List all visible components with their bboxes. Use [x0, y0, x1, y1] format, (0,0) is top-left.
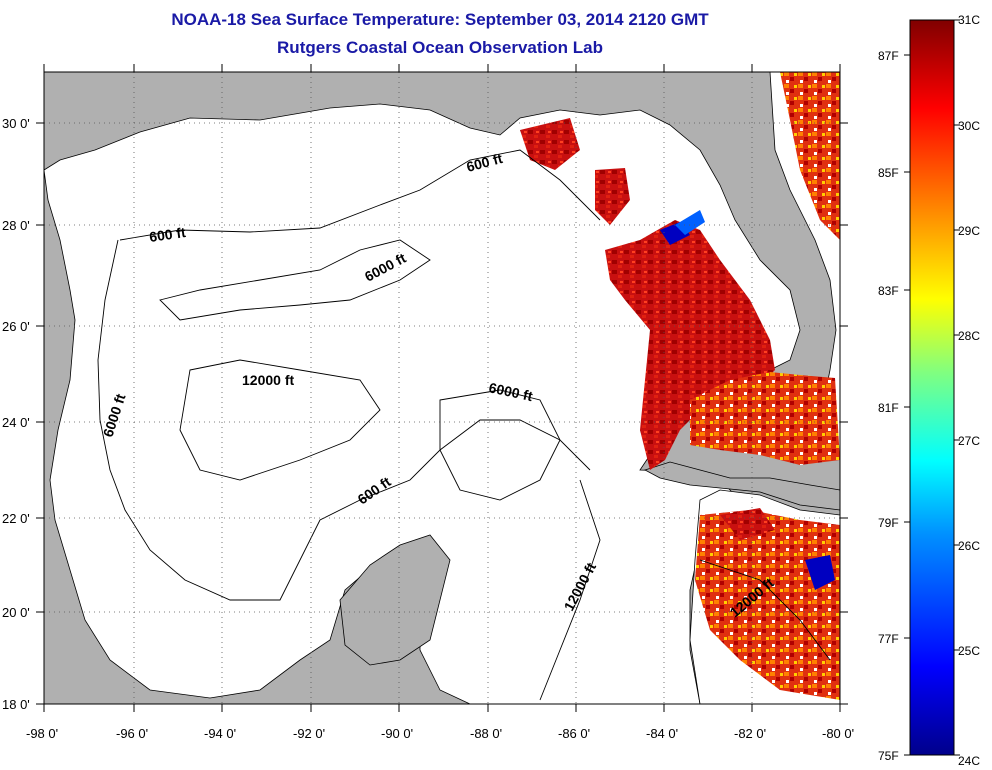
axis-ticks [36, 64, 848, 712]
graticule [44, 72, 840, 704]
colorbar-fahrenheit-label: 85F [878, 166, 899, 180]
contour-label: 600 ft [148, 224, 187, 245]
yucatan-land [339, 534, 451, 666]
longitude-labels: -98 0' -96 0' -94 0' -92 0' -90 0' -88 0… [26, 726, 854, 741]
lon-label: -84 0' [646, 726, 678, 741]
lon-label: -94 0' [204, 726, 236, 741]
contour-label: 12000 ft [242, 372, 294, 388]
colorbar-celsius-label: 31C [958, 13, 980, 27]
colorbar-celsius-label: 24C [958, 754, 980, 768]
cuba-land [643, 461, 840, 511]
colorbar: 31C 30C 29C 28C 27C 26C 25C 24C 87F 85F … [878, 13, 980, 768]
map-frame [43, 71, 841, 705]
lon-label: -86 0' [558, 726, 590, 741]
map-panel: 600 ft 600 ft 6000 ft 6000 ft 12000 ft 6… [44, 72, 840, 704]
lat-label: 28 0' [2, 218, 30, 233]
lon-label: -96 0' [116, 726, 148, 741]
colorbar-celsius-label: 27C [958, 434, 980, 448]
lat-label: 20 0' [2, 605, 30, 620]
sst-data [520, 72, 840, 700]
lon-label: -82 0' [734, 726, 766, 741]
colorbar-gradient [909, 19, 955, 756]
colorbar-fahrenheit-label: 77F [878, 632, 899, 646]
colorbar-celsius-label: 29C [958, 224, 980, 238]
colorbar-fahrenheit-label: 87F [878, 49, 899, 63]
bathymetry-contours [97, 149, 831, 701]
lon-label: -92 0' [293, 726, 325, 741]
colorbar-fahrenheit-label: 75F [878, 749, 899, 763]
map-subtitle: Rutgers Coastal Ocean Observation Lab [277, 38, 603, 57]
colorbar-celsius-label: 28C [958, 329, 980, 343]
colorbar-fahrenheit-label: 83F [878, 284, 899, 298]
latitude-labels: 18 0' 20 0' 22 0' 24 0' 26 0' 28 0' 30 0… [2, 116, 30, 712]
map-title: NOAA-18 Sea Surface Temperature: Septemb… [171, 10, 709, 29]
lon-label: -88 0' [470, 726, 502, 741]
lat-label: 24 0' [2, 415, 30, 430]
colorbar-celsius-label: 26C [958, 539, 980, 553]
lon-label: -80 0' [822, 726, 854, 741]
lat-label: 22 0' [2, 511, 30, 526]
lon-label: -90 0' [381, 726, 413, 741]
colorbar-celsius-label: 25C [958, 644, 980, 658]
lon-label: -98 0' [26, 726, 58, 741]
lat-label: 26 0' [2, 319, 30, 334]
lat-label: 18 0' [2, 697, 30, 712]
lat-label: 30 0' [2, 116, 30, 131]
colorbar-fahrenheit-label: 81F [878, 401, 899, 415]
colorbar-celsius-label: 30C [958, 119, 980, 133]
colorbar-fahrenheit-label: 79F [878, 516, 899, 530]
